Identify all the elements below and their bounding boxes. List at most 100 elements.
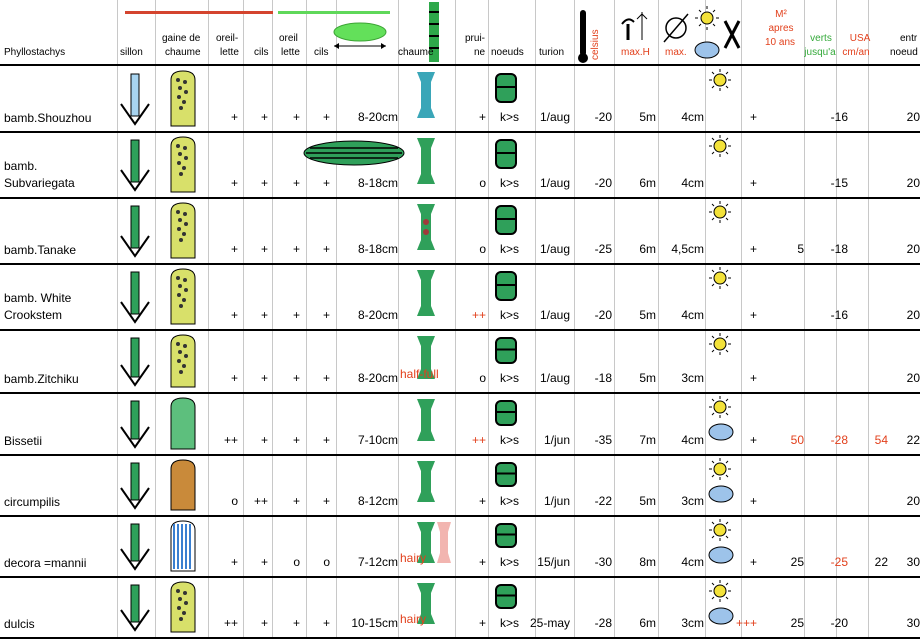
node-icon — [494, 204, 518, 238]
cell-max: 3cm — [681, 371, 704, 385]
sun-cloud-icon — [706, 457, 736, 505]
cell-cils2: + — [323, 433, 330, 447]
cell-oreil1: o — [231, 494, 238, 508]
species-name: bamb.Zitchiku — [4, 371, 79, 388]
cell-cils1: + — [261, 371, 268, 385]
sun-cloud-icon — [706, 579, 736, 627]
cell-noeuds: k>s — [500, 616, 519, 630]
cell-max: 3cm — [681, 616, 704, 630]
header-verts-a: verts — [800, 33, 842, 45]
cell-x: + — [750, 110, 757, 124]
cell-maxh: 5m — [639, 494, 656, 508]
leaf-icon — [330, 20, 390, 50]
culm-segment-icon — [413, 581, 439, 634]
header-noeuds: noeuds — [491, 47, 524, 59]
cell-entre: 22cr — [907, 433, 920, 447]
cell-verts: -28 — [831, 433, 848, 447]
header-usa-b: cm/an — [838, 47, 874, 59]
cell-cils2: + — [323, 110, 330, 124]
header-chaume: chaume — [398, 47, 434, 59]
culm-segment-icon — [413, 268, 439, 326]
cell-turion: 15/jun — [537, 555, 570, 569]
cell-turion: 1/aug — [540, 176, 570, 190]
cell-celsius: -22 — [595, 494, 612, 508]
cell-cils1: + — [261, 308, 268, 322]
sheath-icon — [170, 459, 196, 512]
cell-pruine: + — [479, 494, 486, 508]
cell-cils1: + — [261, 555, 268, 569]
scissors-icon — [722, 18, 742, 54]
cell-turion: 1/aug — [540, 110, 570, 124]
cell-x: + — [750, 176, 757, 190]
species-name: bamb. Subvariegata — [4, 158, 75, 192]
header-sillon: sillon — [120, 47, 143, 59]
cell-oreil2: + — [293, 494, 300, 508]
cell-max: 4cm — [681, 110, 704, 124]
cell-x: + — [750, 555, 757, 569]
culm-arrow-icon — [117, 583, 153, 634]
sun-icon — [706, 200, 736, 248]
chaume-note: hairy — [400, 612, 426, 626]
cell-maxh: 5m — [639, 110, 656, 124]
header-turion: turion — [539, 47, 564, 59]
cell-max: 4cm — [681, 308, 704, 322]
cell-verts: -18 — [831, 242, 848, 256]
cell-diam: 10-15cm — [351, 616, 398, 630]
cell-verts: -20 — [831, 616, 848, 630]
cell-cils1: + — [261, 616, 268, 630]
cell-pruine: + — [479, 110, 486, 124]
cell-max: 4cm — [681, 176, 704, 190]
sun-icon — [706, 68, 736, 116]
cell-noeuds: k>s — [500, 110, 519, 124]
cell-m2: 25 — [791, 616, 804, 630]
cell-cils1: + — [261, 433, 268, 447]
cell-maxh: 7m — [639, 433, 656, 447]
variegated-leaf-icon — [300, 138, 408, 168]
cell-celsius: -18 — [595, 371, 612, 385]
node-icon — [494, 336, 518, 367]
cell-x: + — [750, 371, 757, 385]
cell-diam: 7-10cm — [358, 433, 398, 447]
cell-turion: 1/jun — [544, 494, 570, 508]
header-cils-2: cils — [314, 47, 328, 59]
sun-icon — [706, 266, 736, 314]
cell-maxh: 6m — [639, 616, 656, 630]
thermometer-icon — [575, 10, 591, 64]
cell-x: + — [750, 308, 757, 322]
table-row: decora =mannii hairy + + o o 7-12cm + k>s 15/jun -… — [0, 516, 920, 577]
cell-celsius: -30 — [595, 555, 612, 569]
cell-noeuds: k>s — [500, 494, 519, 508]
culm-segment-icon — [413, 397, 439, 451]
cell-usa: 22 — [875, 555, 888, 569]
cell-cils1: + — [261, 176, 268, 190]
cell-noeuds: k>s — [500, 242, 519, 256]
cell-verts: -15 — [831, 176, 848, 190]
cell-noeuds: k>s — [500, 555, 519, 569]
header-verts-b: jusqu'a — [798, 47, 842, 59]
cell-oreil2: + — [293, 616, 300, 630]
cell-celsius: -28 — [595, 616, 612, 630]
cell-turion: 25-may — [530, 616, 570, 630]
cell-celsius: -35 — [595, 433, 612, 447]
header-gaine-1: gaine de — [162, 33, 200, 45]
sheath-icon — [170, 70, 196, 128]
cell-m2: 5 — [797, 242, 804, 256]
cell-entre: 20cr — [907, 494, 920, 508]
cell-noeuds: k>s — [500, 176, 519, 190]
header-pruine-b: ne — [474, 47, 485, 59]
cell-oreil1: ++ — [224, 433, 238, 447]
sheath-icon — [170, 520, 196, 573]
node-icon — [494, 72, 518, 106]
species-name: bamb. White Crookstem — [4, 290, 71, 324]
header-m2-b: apres — [760, 23, 802, 35]
cell-max: 4,5cm — [671, 242, 704, 256]
species-name: decora =mannii — [4, 555, 86, 572]
cell-pruine: ++ — [472, 433, 486, 447]
culm-arrow-icon — [117, 399, 153, 451]
cell-oreil2: + — [293, 308, 300, 322]
cell-entre: 20cr — [907, 176, 920, 190]
cell-m2: 25 — [791, 555, 804, 569]
cell-entre: 20cr — [907, 110, 920, 124]
header-oreillette-1a: oreil- — [216, 33, 238, 45]
sun-cloud-icon — [706, 518, 736, 566]
